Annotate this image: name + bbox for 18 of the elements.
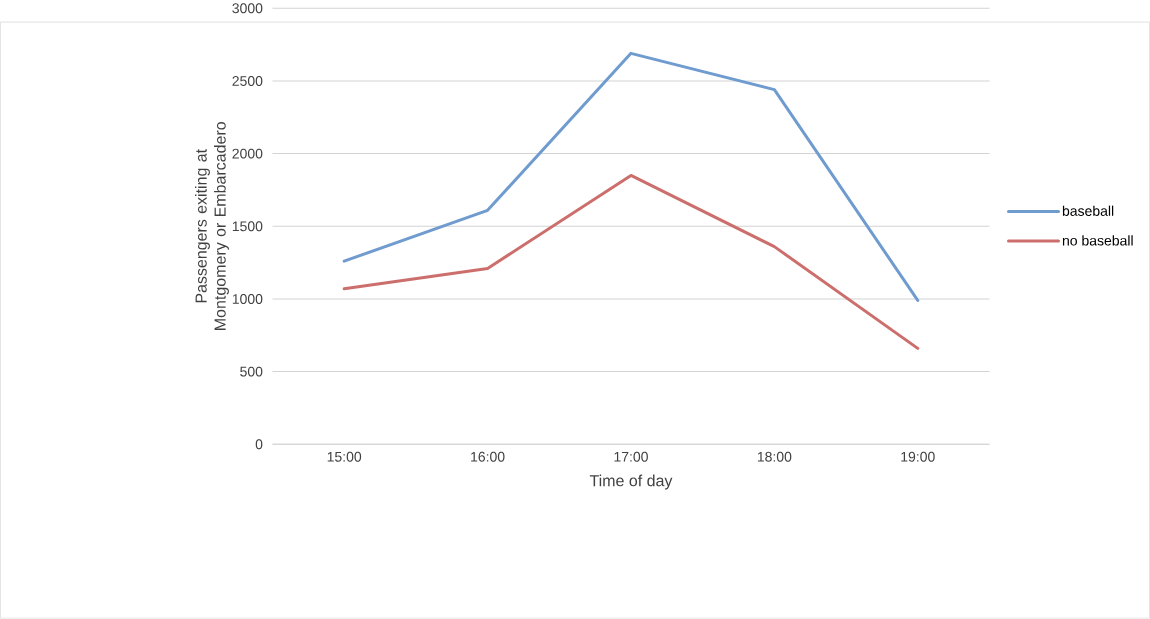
y-tick-label: 2000 xyxy=(232,148,263,159)
x-axis-title: Time of day xyxy=(589,474,673,490)
y-tick-label: 1500 xyxy=(232,221,263,232)
legend-label: no baseball xyxy=(1062,235,1133,246)
x-tick-label: 19:00 xyxy=(901,451,935,462)
line-series xyxy=(342,51,920,303)
x-tick-label: 18:00 xyxy=(757,451,792,462)
y-tick-label: 0 xyxy=(255,439,263,450)
y-tick-label: 2500 xyxy=(232,76,263,87)
line-series xyxy=(342,174,920,351)
y-tick-label: 3000 xyxy=(232,3,263,14)
x-tick-label: 15:00 xyxy=(327,451,362,462)
x-tick-label: 16:00 xyxy=(471,451,505,462)
y-axis-title: Passengers exiting at Montgomery or Embarcadero xyxy=(195,122,229,331)
y-tick-label: 500 xyxy=(240,366,263,377)
y-tick-label: 1000 xyxy=(232,294,263,305)
x-tick-label: 17:00 xyxy=(614,451,648,462)
legend-label: baseball xyxy=(1062,205,1114,217)
